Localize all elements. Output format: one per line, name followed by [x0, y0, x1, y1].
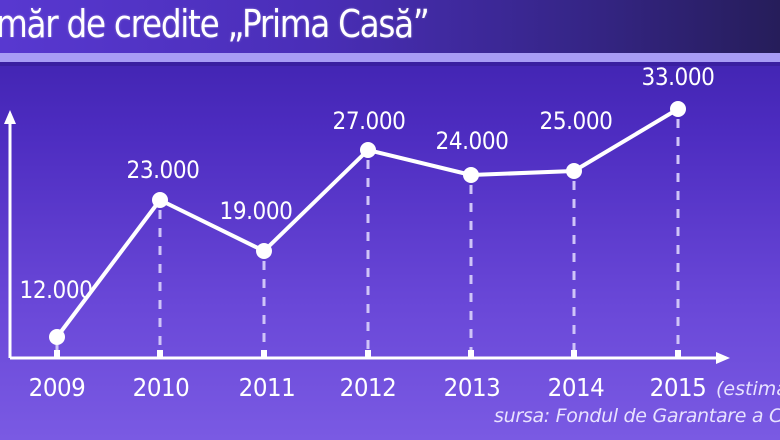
- year-label-2010: 2010: [132, 373, 190, 402]
- year-label-2015: 2015: [649, 373, 707, 402]
- data-point-2013: [463, 167, 479, 183]
- title-stripe: [0, 53, 780, 62]
- data-point-2015: [670, 101, 686, 117]
- data-point-2010: [152, 192, 168, 208]
- title-bar: măr de credite „Prima Casă”: [0, 0, 780, 53]
- value-label-2009: 12.000: [19, 276, 93, 304]
- value-label-2015: 33.000: [641, 63, 715, 91]
- value-label-2012: 27.000: [332, 107, 406, 135]
- drop-lines: [55, 119, 680, 350]
- x-axis-arrow-icon: [716, 352, 730, 364]
- x-ticks: [54, 350, 681, 358]
- value-label-2014: 25.000: [539, 107, 613, 135]
- source-note: sursa: Fondul de Garantare a Cre: [494, 405, 780, 427]
- year-label-2011: 2011: [238, 373, 296, 402]
- estimate-note: (estima: [716, 378, 780, 400]
- y-axis-arrow-icon: [4, 110, 16, 124]
- year-label-2014: 2014: [547, 373, 605, 402]
- year-label-2009: 2009: [28, 373, 86, 402]
- value-label-2010: 23.000: [126, 156, 200, 184]
- data-point-2009: [49, 329, 65, 345]
- data-point-2011: [256, 243, 272, 259]
- data-point-2014: [566, 163, 582, 179]
- data-point-2012: [360, 142, 376, 158]
- chart-title: măr de credite „Prima Casă”: [0, 2, 430, 46]
- value-label-2013: 24.000: [435, 127, 509, 155]
- title-stripe-shadow: [0, 62, 780, 66]
- year-label-2012: 2012: [339, 373, 397, 402]
- year-label-2013: 2013: [443, 373, 501, 402]
- value-label-2011: 19.000: [219, 197, 293, 225]
- data-points: [49, 101, 686, 345]
